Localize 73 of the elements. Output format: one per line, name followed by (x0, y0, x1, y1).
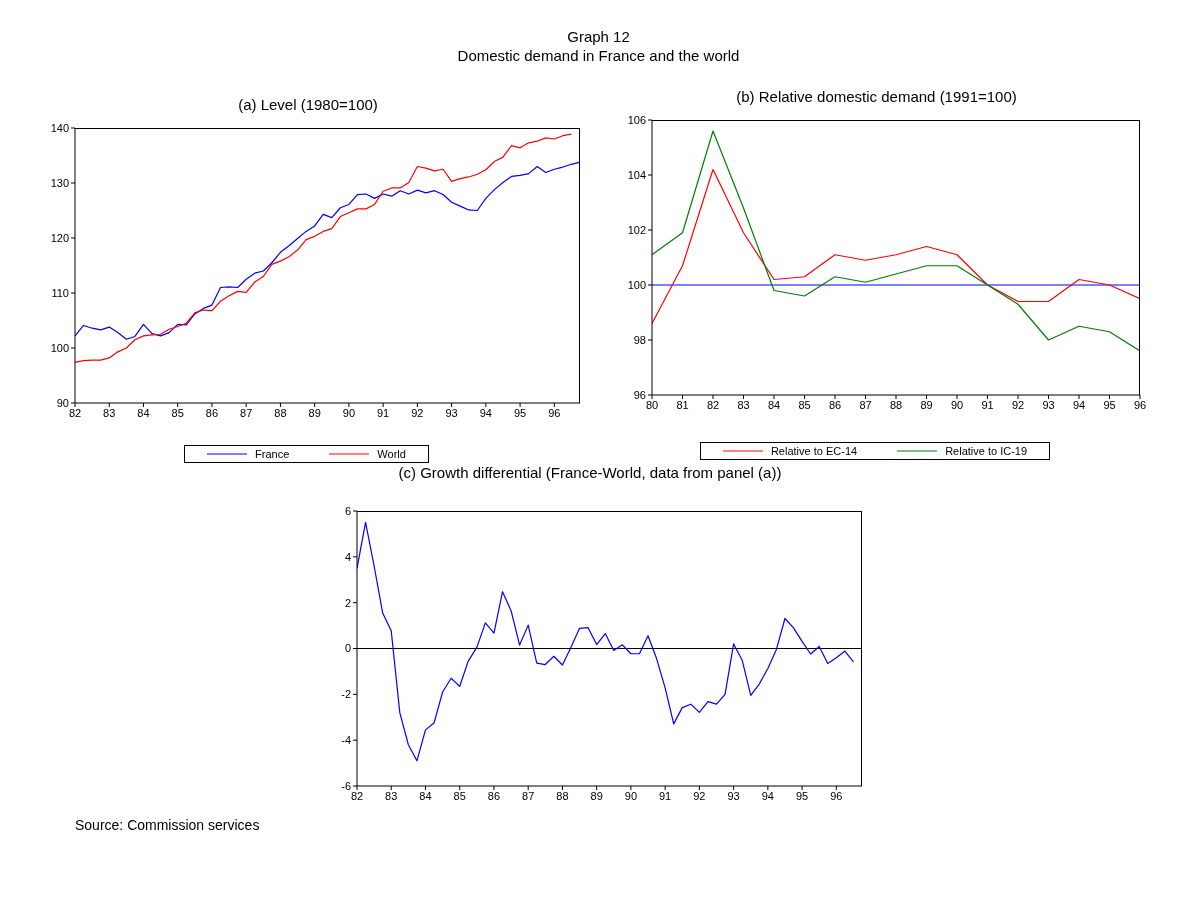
x-tick-label: 86 (205, 406, 219, 419)
x-tick-label: 93 (1042, 398, 1055, 411)
x-tick-label: 96 (1133, 398, 1147, 411)
x-tick-label: 86 (828, 398, 842, 411)
x-tick-label: 83 (737, 398, 750, 411)
x-tick-label: 93 (445, 406, 458, 419)
y-tick-label: 106 (627, 113, 646, 126)
x-tick-label: 82 (68, 406, 82, 419)
x-tick-label: 80 (645, 398, 659, 411)
x-tick-label: 87 (859, 398, 872, 411)
legend-label: World (377, 448, 406, 460)
text: Domestic demand in France and the world (456, 47, 741, 64)
x-tick-label: 95 (1103, 398, 1116, 411)
y-tick-label: 110 (51, 286, 69, 299)
x-tick-label: 89 (920, 398, 933, 411)
x-tick-label: 91 (659, 789, 672, 802)
x-tick-label: 92 (693, 789, 706, 802)
x-tick-label: 88 (274, 406, 287, 419)
x-tick-label: 87 (522, 789, 535, 802)
x-tick-label: 88 (556, 789, 569, 802)
y-tick-label: -2 (341, 688, 351, 701)
y-tick-label: 4 (344, 550, 351, 563)
x-tick-label: 92 (1011, 398, 1025, 411)
x-tick-label: 95 (513, 406, 527, 419)
legend-label: France (255, 448, 290, 460)
chart-title: (a) Level (1980=100) (237, 95, 379, 115)
x-tick-label: 86 (487, 789, 501, 802)
x-tick-label: 91 (377, 406, 390, 419)
source-note: Source: Commission services (75, 817, 260, 833)
chart-title: (b) Relative domestic demand (1991=100) (735, 87, 1018, 107)
x-tick-label: 91 (981, 398, 994, 411)
x-tick-label: 89 (590, 789, 603, 802)
x-tick-label: 93 (727, 789, 740, 802)
x-tick-label: 92 (411, 406, 424, 419)
y-tick-label: 2 (344, 596, 351, 609)
x-tick-label: 90 (950, 398, 964, 411)
x-tick-label: 87 (240, 406, 253, 419)
x-tick-label: 94 (1072, 398, 1086, 411)
legend-label: Relative to IC-19 (945, 445, 1028, 457)
y-tick-label: 0 (344, 642, 351, 655)
y-tick-label: 120 (50, 231, 69, 244)
x-tick-label: 94 (761, 789, 774, 802)
x-tick-label: 85 (798, 398, 811, 411)
y-tick-label: 104 (627, 168, 646, 181)
x-tick-label: 89 (308, 406, 321, 419)
x-tick-label: 84 (137, 406, 150, 419)
x-tick-label: 83 (103, 406, 116, 419)
y-tick-label: 100 (50, 341, 69, 354)
x-tick-label: 83 (385, 789, 398, 802)
y-tick-label: 96 (633, 388, 646, 401)
x-tick-label: 81 (676, 398, 689, 411)
y-tick-label: 130 (50, 176, 69, 189)
y-tick-label: 140 (50, 121, 69, 134)
y-tick-label: 100 (627, 278, 646, 291)
x-tick-label: 88 (889, 398, 903, 411)
y-tick-label: -4 (341, 734, 351, 747)
x-tick-label: 82 (350, 789, 364, 802)
x-tick-label: 96 (548, 406, 561, 419)
y-tick-label: 102 (627, 223, 646, 236)
x-tick-label: 94 (479, 406, 492, 419)
x-tick-label: 95 (795, 789, 809, 802)
text: Graph 12 (566, 28, 631, 45)
x-tick-label: 84 (767, 398, 781, 411)
x-tick-label: 96 (830, 789, 843, 802)
x-tick-label: 85 (453, 789, 466, 802)
x-tick-label: 84 (419, 789, 432, 802)
x-tick-label: 82 (706, 398, 720, 411)
legend-label: Relative to EC-14 (770, 445, 858, 457)
x-tick-label: 85 (171, 406, 184, 419)
chart-title: (c) Growth differential (France-World, data from panel (a)) (397, 463, 783, 483)
y-tick-label: 6 (344, 504, 351, 517)
y-tick-label: 98 (633, 333, 646, 346)
y-tick-label: -6 (341, 779, 351, 792)
